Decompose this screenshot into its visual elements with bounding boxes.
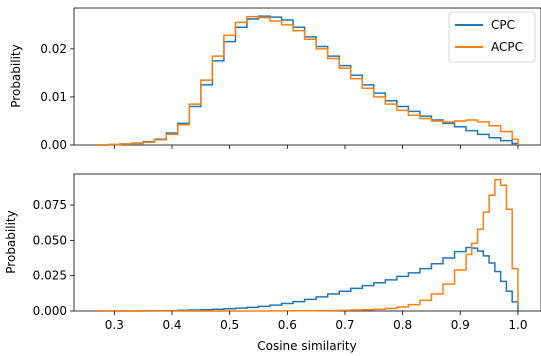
x-tick-label-bottom-2: 0.5: [220, 318, 239, 332]
series-line-acpc-bottom: [97, 178, 519, 312]
series-line-cpc-bottom: [97, 246, 519, 312]
y-axis-label-top: Probability: [9, 44, 23, 107]
x-tick-label-bottom-1: 0.4: [162, 318, 181, 332]
y-tick-label-bottom-2: 0.050: [33, 233, 67, 247]
x-tick-label-bottom-0: 0.3: [105, 318, 124, 332]
y-tick-label-top-2: 0.02: [40, 42, 67, 56]
y-tick-label-top-0: 0.00: [40, 138, 67, 152]
x-ticks-top: [113, 145, 519, 149]
x-tick-label-bottom-7: 1.0: [508, 318, 527, 332]
x-tick-label-bottom-4: 0.7: [335, 318, 354, 332]
chart-top: 0.00 0.01 0.02 Probability CPC ACPC: [9, 7, 541, 152]
y-tick-label-bottom-1: 0.025: [33, 269, 67, 283]
x-tick-label-bottom-5: 0.8: [393, 318, 412, 332]
y-tick-label-bottom-3: 0.075: [33, 198, 67, 212]
y-axis-label-bottom: Probability: [4, 210, 18, 273]
legend: CPC ACPC: [448, 11, 536, 63]
legend-label-acpc: ACPC: [491, 40, 523, 54]
x-tick-label-bottom-3: 0.6: [278, 318, 297, 332]
series-group-bottom: [97, 178, 519, 312]
series-line-cpc-top: [97, 15, 519, 146]
legend-label-cpc: CPC: [491, 18, 515, 32]
y-tick-label-top-1: 0.01: [40, 90, 67, 104]
x-tick-label-bottom-6: 0.9: [451, 318, 470, 332]
plot-area-bottom: [73, 173, 541, 312]
series-group-top: [97, 15, 519, 146]
x-ticks-bottom: 0.3 0.4 0.5 0.6 0.7 0.8 0.9 1.0: [105, 311, 527, 332]
series-line-acpc-top: [97, 15, 519, 146]
x-axis-label-bottom: Cosine similarity: [257, 339, 356, 353]
y-ticks-top: 0.00 0.01 0.02: [40, 42, 74, 152]
y-tick-label-bottom-0: 0.000: [33, 304, 67, 318]
plot-area-top: [73, 7, 541, 146]
y-ticks-bottom: 0.000 0.025 0.050 0.075: [33, 198, 74, 318]
